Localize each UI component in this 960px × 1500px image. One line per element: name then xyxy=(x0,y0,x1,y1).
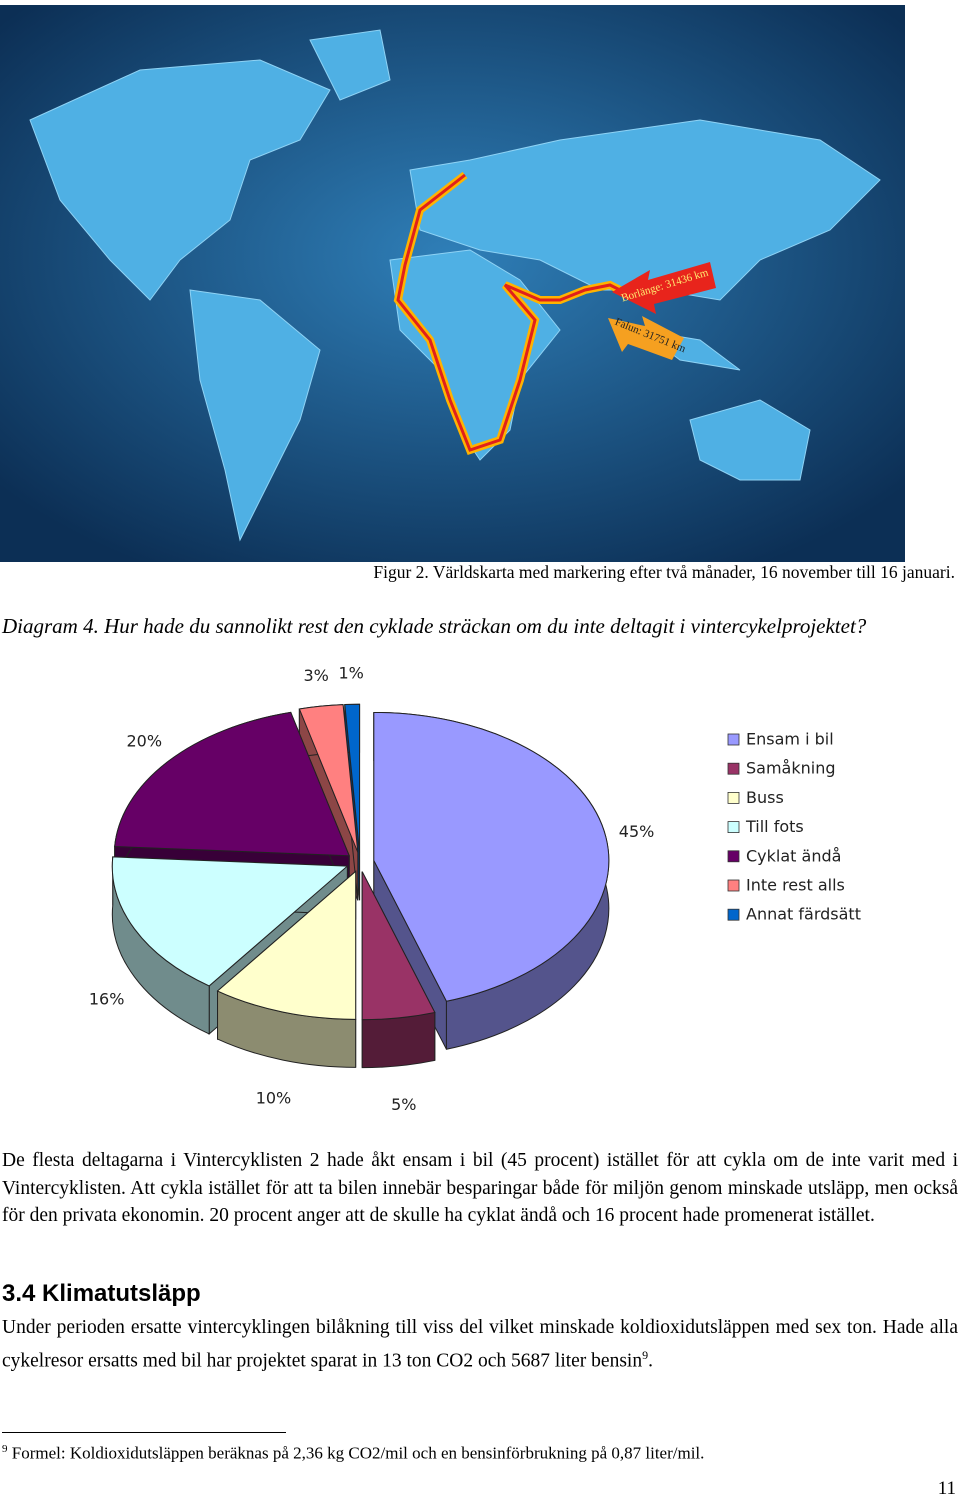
paragraph: De flesta deltagarna i Vintercyklisten 2… xyxy=(2,1150,958,1226)
diagram-caption: Diagram 4. Hur hade du sannolikt rest de… xyxy=(2,614,867,638)
data-label: 5% xyxy=(391,1095,416,1114)
data-label: 3% xyxy=(304,666,329,685)
legend-swatch xyxy=(727,908,740,921)
paragraph: Under perioden ersatte vintercyklingen b… xyxy=(2,1314,958,1375)
arrow-borlange xyxy=(612,262,716,314)
legend-label: Till fots xyxy=(745,817,804,836)
legend-swatch xyxy=(727,850,740,863)
pie-slice xyxy=(111,856,349,987)
legend-label: Annat färdsätt xyxy=(746,905,861,924)
world-map: Borlänge: 31436 km Falun: 31751 km xyxy=(0,5,905,562)
section-heading: 3.4 Klimatutsläpp xyxy=(2,1280,201,1307)
footnote-rule xyxy=(2,1432,286,1433)
legend-label: Samåkning xyxy=(746,759,836,778)
pie-slice xyxy=(361,871,436,1021)
data-label: 45% xyxy=(619,822,655,841)
pie-slice xyxy=(298,704,359,853)
pie-slice xyxy=(114,711,350,857)
footnote: 9 Formel: Koldioxidutsläppen beräknas på… xyxy=(2,1443,704,1464)
legend-swatch xyxy=(727,821,740,833)
footnote-marker: 9 xyxy=(2,1443,8,1455)
arrow-falun xyxy=(608,316,684,360)
footnote-ref: 9 xyxy=(642,1347,649,1362)
paragraph-end: . xyxy=(648,1350,653,1371)
legend-swatch xyxy=(727,762,740,775)
figure-caption: Figur 2. Världskarta med markering efter… xyxy=(373,562,955,582)
pie-slice xyxy=(344,703,361,853)
page-number: 11 xyxy=(937,1478,956,1499)
legend-label: Ensam i bil xyxy=(746,730,834,749)
data-label: 16% xyxy=(89,990,125,1009)
legend-swatch xyxy=(727,792,740,804)
footnote-text: Formel: Koldioxidutsläppen beräknas på 2… xyxy=(11,1443,705,1463)
legend-label: Buss xyxy=(746,788,784,807)
legend-label: Cyklat ändå xyxy=(746,846,841,865)
pie-slice xyxy=(216,870,357,1020)
legend-label: Inte rest alls xyxy=(746,876,845,895)
data-label: 20% xyxy=(126,732,162,751)
legend-swatch xyxy=(727,879,740,892)
pie-chart: 45% 5% 10% 16% 20% 3% 1% Ensam i bil Samåkning Bu… xyxy=(89,664,861,1115)
slice-side xyxy=(361,1011,436,1069)
paragraph-text: Under perioden ersatte vintercyklingen b… xyxy=(2,1317,958,1371)
data-label: 10% xyxy=(256,1088,292,1107)
pie-slice xyxy=(373,711,610,1002)
legend-swatch xyxy=(727,733,740,746)
data-label: 1% xyxy=(339,664,364,683)
route xyxy=(396,173,641,452)
